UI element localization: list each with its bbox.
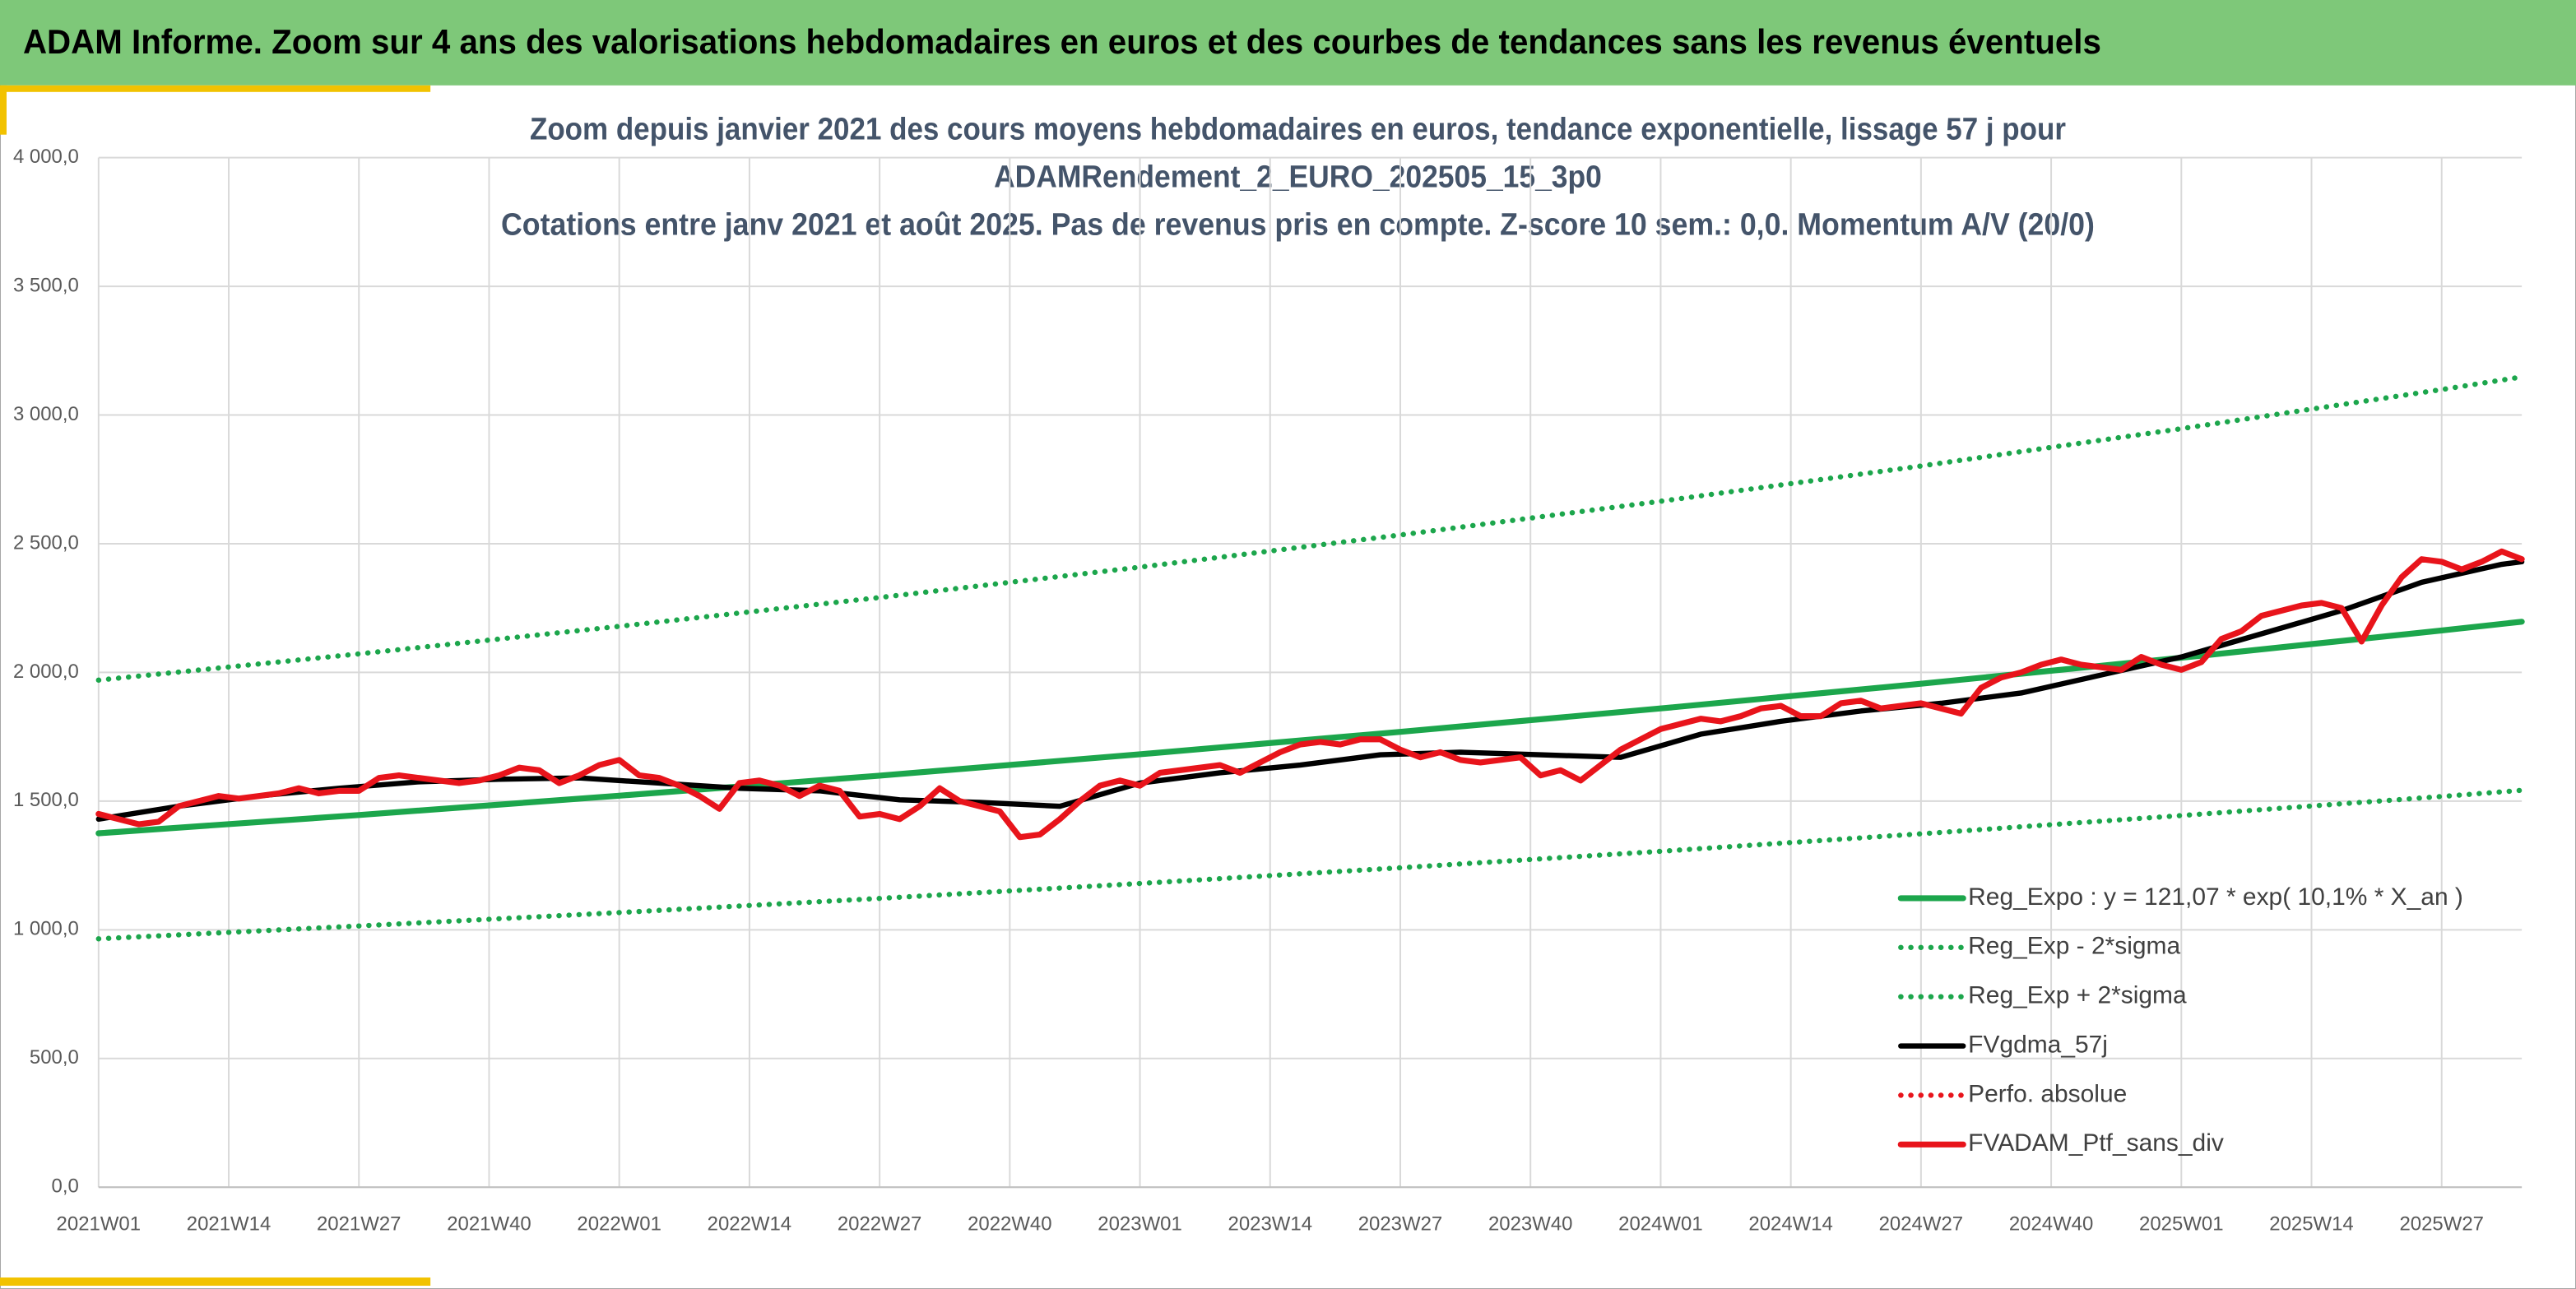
x-tick-label: 2024W40 [2009,1212,2094,1235]
y-tick-label: 1 500,0 [13,789,79,811]
x-tick-label: 2022W40 [968,1212,1052,1235]
header-band [0,0,2576,86]
legend-label: Perfo. absolue [1968,1080,2127,1107]
x-tick-label: 2023W14 [1228,1212,1313,1235]
x-tick-label: 2022W27 [838,1212,922,1235]
x-tick-label: 2022W01 [577,1212,661,1235]
x-tick-label: 2024W14 [1748,1212,1833,1235]
x-tick-label: 2023W40 [1488,1212,1573,1235]
accent-bottom [0,1277,431,1287]
series-line [95,374,2525,684]
legend-label: Reg_Exp + 2*sigma [1968,982,2187,1009]
chart-title: Cotations entre janv 2021 et août 2025. … [501,207,2095,242]
accent-left [0,85,7,135]
y-tick-label: 0,0 [52,1175,79,1198]
y-tick-label: 1 000,0 [13,918,79,940]
x-tick-label: 2021W01 [57,1212,142,1235]
y-tick-label: 2 500,0 [13,531,79,554]
legend-label: Reg_Exp - 2*sigma [1968,933,2180,960]
x-tick-label: 2021W27 [317,1212,401,1235]
x-tick-label: 2024W27 [1879,1212,1964,1235]
y-tick-label: 3 500,0 [13,274,79,296]
y-tick-label: 500,0 [30,1046,79,1069]
chart-frame [0,81,2576,1289]
x-tick-label: 2023W01 [1098,1212,1182,1235]
series-line [95,619,2525,837]
x-tick-label: 2022W14 [708,1212,792,1235]
x-tick-label: 2025W14 [2269,1212,2354,1235]
chart-title: ADAMRendement_2_EURO_202505_15_3p0 [994,160,1602,195]
x-tick-label: 2021W40 [447,1212,531,1235]
legend-label: FVADAM_Ptf_sans_div [1968,1129,2224,1157]
y-tick-label: 4 000,0 [13,146,79,168]
x-tick-label: 2024W01 [1618,1212,1703,1235]
legend-label: Reg_Expo : y = 121,07 * exp( 10,1% * X_a… [1968,883,2463,911]
y-tick-label: 2 000,0 [13,661,79,683]
series-line [95,559,2525,822]
x-tick-label: 2023W27 [1358,1212,1443,1235]
page-title: ADAM Informe. Zoom sur 4 ans des valoris… [23,22,2101,61]
legend-label: FVgdma_57j [1968,1031,2108,1058]
x-tick-label: 2021W14 [187,1212,272,1235]
x-tick-label: 2025W27 [2399,1212,2484,1235]
x-tick-label: 2025W01 [2139,1212,2224,1235]
chart-title: Zoom depuis janvier 2021 des cours moyen… [530,113,2066,147]
series-line [95,787,2525,942]
series-line [95,548,2525,841]
accent-top [0,85,431,92]
y-tick-label: 3 000,0 [13,403,79,425]
